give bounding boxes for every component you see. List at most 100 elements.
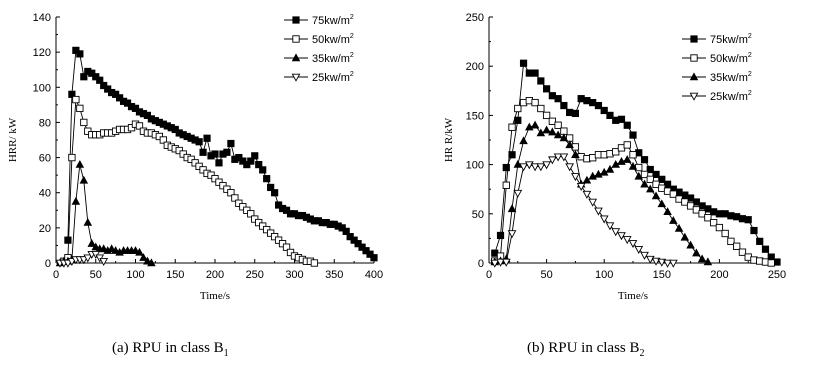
chart-a-y-tick-label: 20 [39, 223, 51, 235]
chart-b-legend-label: 35kw/m2 [710, 71, 752, 84]
chart-b-data-point [640, 179, 649, 188]
chart-b-legend-superscript: 2 [748, 71, 752, 78]
chart-b-series-3 [490, 153, 678, 268]
chart-a-data-point [80, 73, 88, 81]
chart-b-data-point [697, 254, 707, 263]
chart-b-data-point [519, 136, 528, 145]
chart-a-data-point [96, 76, 104, 84]
chart-a-y-tick-label: 40 [39, 188, 51, 200]
chart-a-x-tick-label: 300 [285, 269, 303, 281]
chart-b-data-point [571, 173, 580, 182]
chart-b-data-point [548, 117, 557, 125]
chart-b-data-point [674, 223, 684, 232]
chart-b-data-point [629, 131, 637, 139]
chart-b-data-point [750, 226, 758, 235]
chart-b-data-point [767, 259, 775, 267]
chart-b-data-point [560, 127, 568, 135]
chart-a-data-point [64, 236, 72, 244]
chart-b-data-point [686, 202, 695, 210]
chart-a-data-point [370, 254, 378, 262]
chart-b-data-point [651, 191, 661, 200]
chart-b-legend-marker [689, 92, 699, 101]
chart-b-data-point [588, 198, 598, 207]
chart-a-data-point [211, 150, 219, 158]
chart-b-data-point [496, 258, 505, 267]
chart-a-data-point [135, 247, 144, 256]
chart-b-data-point [599, 167, 609, 176]
chart-a-y-tick-label: 100 [33, 82, 51, 94]
chart-b-data-point [733, 242, 741, 250]
chart-b-data-point [600, 106, 608, 115]
chart-a-legend-item: 35kw/m2 [284, 52, 354, 65]
chart-b-data-point [727, 237, 735, 246]
chart-a-legend-marker [291, 73, 301, 82]
chart-b-data-point [652, 170, 660, 179]
chart-b-data-point [542, 125, 551, 134]
chart-b-data-point [756, 237, 764, 245]
chart-a-data-point [247, 157, 255, 165]
chart-a-data-point [342, 227, 350, 235]
chart-b-data-point [617, 232, 626, 241]
chart-b-legend-marker [690, 35, 698, 43]
chart-b-data-point [687, 194, 695, 202]
chart-b-data-point [507, 204, 517, 213]
chart-a-legend-label: 25kw/m2 [312, 71, 354, 84]
chart-b-data-point [599, 215, 609, 224]
chart-b-data-point [594, 101, 603, 110]
chart-a-data-point [310, 259, 319, 267]
chart-a-legend-superscript: 2 [350, 52, 354, 59]
chart-a-x-tick-label: 0 [53, 269, 59, 281]
chart-b-y-tick-label: 150 [466, 110, 484, 122]
chart-a-data-point [267, 183, 275, 192]
chart-a-data-point [231, 194, 239, 202]
chart-b-data-point [686, 240, 695, 249]
chart-b-data-point [761, 245, 770, 253]
chart-b-data-point [542, 111, 551, 120]
chart-b-legend-superscript: 2 [748, 33, 752, 40]
chart-b-x-label: Time/s [618, 290, 648, 302]
chart-b-data-point [721, 229, 729, 238]
chart-b-y-label: HR R/kW [443, 117, 455, 162]
chart-b-legend-item: 25kw/m2 [682, 90, 752, 103]
chart-b-data-point [640, 156, 649, 164]
chart-b-data-point [514, 104, 522, 113]
chart-a-data-point [72, 95, 80, 104]
chart-a-x-tick-label: 50 [90, 269, 102, 281]
chart-b-data-point [507, 230, 517, 239]
chart-b-data-point [605, 164, 615, 173]
chart-a-legend-superscript: 2 [350, 33, 354, 40]
chart-a-y-tick-label: 80 [39, 117, 51, 129]
chart-a-data-point [75, 159, 85, 168]
chart-a-data-point [263, 175, 271, 183]
chart-b-data-point [513, 159, 523, 168]
chart-a-x-tick-label: 350 [325, 269, 343, 281]
chart-a-x-tick-label: 250 [246, 269, 264, 281]
chart-b-data-point [738, 248, 747, 256]
chart-b: 0 50 100 150 200 250 0 50 100 150 200 250 Time/s HR R… [443, 12, 786, 302]
chart-a-legend-label: 75kw/m2 [312, 14, 354, 27]
chart-a-legend-marker [292, 16, 300, 24]
chart-b-legend-superscript: 2 [748, 90, 752, 97]
chart-b-data-point [611, 159, 620, 168]
chart-b-data-point [531, 69, 539, 77]
chart-a-series-3 [55, 250, 109, 268]
caption-a: (a) RPU in class B1 [112, 340, 229, 359]
caption-a-subscript: 1 [223, 348, 229, 359]
chart-a-y-tick-label: 140 [33, 12, 51, 24]
chart-b-data-point [531, 98, 539, 107]
chart-b-data-point [646, 175, 654, 184]
chart-b-data-point [663, 180, 672, 188]
chart-b-data-point [692, 198, 700, 206]
chart-b-data-point [554, 121, 562, 129]
chart-b-data-point [623, 141, 631, 149]
chart-b-data-point [565, 163, 574, 172]
chart-b-x-tick-label: 150 [653, 269, 671, 281]
chart-b-series-2 [490, 120, 713, 266]
chart-b-data-point [502, 163, 510, 172]
chart-b-data-point [657, 258, 667, 267]
chart-a-data-point [83, 254, 93, 263]
chart-b-data-point [611, 228, 621, 237]
chart-a-legend-superscript: 2 [350, 14, 354, 21]
chart-b-legend-superscript: 2 [748, 52, 752, 59]
chart-a: 0 50 100 150 200 250 300 350 400 0 20 40 60 80 100 120 1… [7, 12, 383, 302]
